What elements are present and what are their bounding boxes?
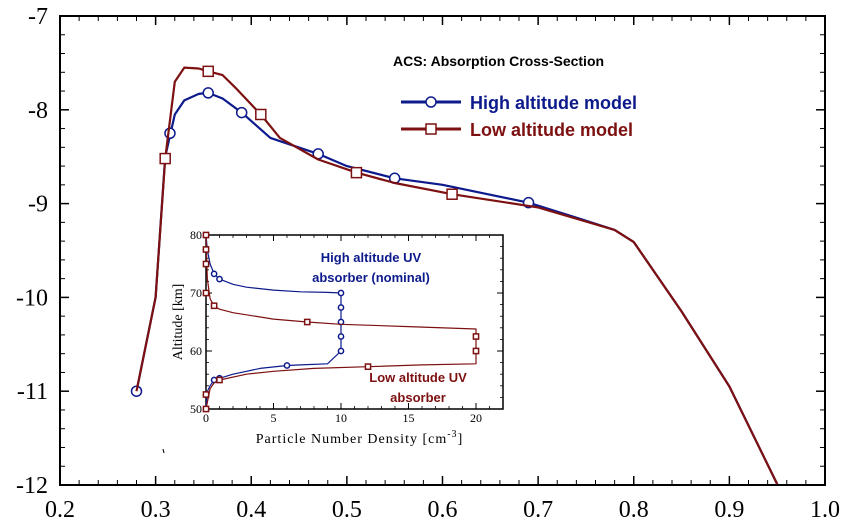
inset-data-point-marker [202, 260, 210, 268]
inset-data-point-marker [210, 302, 218, 310]
inset-x-tick-label: 15 [403, 411, 415, 425]
inset-data-point-marker [202, 231, 210, 239]
data-point-marker [202, 65, 214, 78]
y-tick-label: -9 [28, 192, 48, 218]
inset-annotation-line: High altitude UV [321, 250, 422, 265]
legend-box [394, 84, 676, 142]
inset-x-tick-label: 20 [470, 411, 482, 425]
inset-data-point-marker [472, 347, 480, 355]
x-tick-label: 0.8 [619, 497, 649, 523]
inset-data-point-marker [337, 347, 345, 355]
data-point-marker [202, 87, 214, 99]
x-tick-label: 0.4 [236, 497, 266, 523]
inset-x-tick-label: 10 [335, 411, 347, 425]
inset-x-axis-label: Particle Number Density [cm-3] [256, 429, 463, 447]
inset-annotation-line: absorber (nominal) [312, 270, 430, 285]
inset-y-axis-label: Altitude [km] [171, 284, 186, 361]
data-point-marker [446, 188, 458, 200]
x-tick-label: 0.2 [45, 497, 75, 523]
x-tick-label: 0.7 [523, 497, 553, 523]
inset-x-tick-label: 0 [203, 411, 209, 425]
y-tick-label: -11 [17, 379, 48, 405]
inset-y-tick-label: 80 [190, 228, 202, 242]
inset-data-point-marker [216, 275, 223, 283]
inset-data-point-marker [202, 246, 210, 253]
x-tick-label: 0.5 [332, 497, 362, 523]
inset-x-tick-label: 5 [271, 411, 277, 425]
stray-mark [162, 448, 165, 454]
inset-data-point-marker [337, 333, 345, 340]
y-tick-label: -7 [28, 4, 48, 30]
inset-data-point-marker [303, 318, 311, 326]
legend-label: Low altitude model [470, 120, 633, 140]
inset-background [166, 227, 511, 451]
x-tick-label: 1.0 [810, 497, 840, 523]
inset-data-point-marker [216, 376, 223, 384]
legend-marker [425, 96, 437, 108]
legend: High altitude model Low altitude model [394, 84, 676, 142]
inset-chart: 0 5 10 15 20 50 60 70 80 Particle Number Density … [166, 227, 511, 451]
inset-y-tick-label: 50 [190, 402, 202, 416]
chart-title: ACS: Absorption Cross-Section [393, 53, 604, 69]
inset-y-tick-label: 60 [190, 344, 202, 358]
inset-annotation-line: absorber [390, 390, 446, 405]
inset-data-point-marker [210, 270, 218, 278]
inset-data-point-marker [337, 289, 345, 297]
inset-data-point-marker [364, 363, 372, 371]
inset-data-point-marker [202, 391, 210, 398]
inset-data-point-marker [202, 289, 210, 297]
series-line-low-altitude [135, 66, 779, 485]
inset-data-point-marker [472, 333, 480, 340]
data-point-marker [255, 108, 267, 121]
inset-data-point-marker [337, 304, 345, 311]
data-point-marker [164, 127, 176, 139]
legend-marker [425, 123, 437, 135]
y-tick-label: -10 [16, 285, 48, 311]
inset-data-point-marker [283, 362, 291, 369]
inset-annotation-line: Low altitude UV [369, 370, 467, 385]
y-tick-label: -8 [28, 98, 48, 124]
legend-label: High altitude model [470, 93, 637, 113]
x-tick-label: 0.3 [141, 497, 171, 523]
data-point-marker [350, 166, 363, 179]
main-series-group [130, 65, 779, 485]
inset-data-point-marker [202, 405, 210, 413]
data-point-marker [235, 106, 248, 119]
x-tick-label: 0.9 [714, 497, 744, 523]
data-point-marker [159, 152, 171, 165]
x-tick-label: 0.6 [428, 497, 458, 523]
inset-y-tick-label: 70 [190, 286, 202, 300]
main-axes: 0.2 0.3 0.4 0.5 0.6 0.7 0.8 0.9 1.0 -7 -8 -9 -10 -11 -… [16, 4, 840, 523]
y-tick-label: -12 [16, 473, 48, 499]
